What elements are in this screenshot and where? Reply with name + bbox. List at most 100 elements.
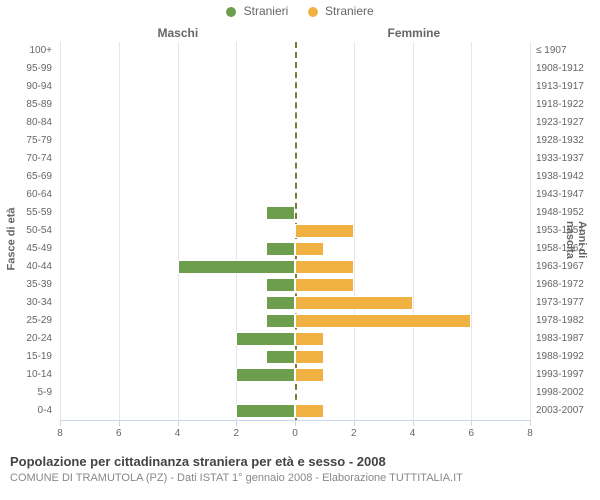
header-female: Femmine: [388, 26, 441, 40]
gridline: [178, 42, 179, 420]
x-tick-label: 4: [175, 428, 181, 439]
birth-year-label: 2003-2007: [536, 406, 584, 416]
age-group-label: 10-14: [0, 370, 52, 380]
chart-title: Popolazione per cittadinanza straniera p…: [10, 454, 386, 469]
birth-year-label: 1918-1922: [536, 100, 584, 110]
header-male: Maschi: [158, 26, 199, 40]
legend-label-male: Stranieri: [244, 4, 289, 18]
birth-year-label: 1973-1977: [536, 298, 584, 308]
age-group-label: 60-64: [0, 190, 52, 200]
bar-female: [295, 350, 324, 364]
x-tick: [236, 420, 237, 426]
age-group-label: 15-19: [0, 352, 52, 362]
x-tick: [413, 420, 414, 426]
birth-year-label: 1963-1967: [536, 262, 584, 272]
birth-year-label: 1953-1957: [536, 226, 584, 236]
x-tick: [354, 420, 355, 426]
age-group-label: 30-34: [0, 298, 52, 308]
bar-female: [295, 332, 324, 346]
birth-year-label: 1928-1932: [536, 136, 584, 146]
birth-year-label: 1988-1992: [536, 352, 584, 362]
gridline: [236, 42, 237, 420]
birth-year-label: ≤ 1907: [536, 46, 567, 56]
age-group-label: 90-94: [0, 82, 52, 92]
x-tick-label: 2: [233, 428, 239, 439]
age-group-label: 70-74: [0, 154, 52, 164]
legend: Stranieri Straniere: [0, 4, 600, 18]
age-group-label: 95-99: [0, 64, 52, 74]
birth-year-label: 1998-2002: [536, 388, 584, 398]
x-tick: [471, 420, 472, 426]
bar-female: [295, 242, 324, 256]
birth-year-label: 1948-1952: [536, 208, 584, 218]
age-group-label: 65-69: [0, 172, 52, 182]
birth-year-label: 1923-1927: [536, 118, 584, 128]
bar-female: [295, 314, 471, 328]
x-tick-label: 6: [116, 428, 122, 439]
bar-female: [295, 296, 413, 310]
bar-male: [266, 242, 295, 256]
legend-item-male: Stranieri: [226, 4, 288, 18]
age-group-label: 55-59: [0, 208, 52, 218]
gridline: [119, 42, 120, 420]
bar-female: [295, 368, 324, 382]
x-tick: [530, 420, 531, 426]
bar-male: [266, 206, 295, 220]
age-group-label: 45-49: [0, 244, 52, 254]
x-tick-label: 2: [351, 428, 357, 439]
age-group-label: 20-24: [0, 334, 52, 344]
bar-male: [266, 350, 295, 364]
gridline: [471, 42, 472, 420]
age-group-label: 5-9: [0, 388, 52, 398]
birth-year-label: 1983-1987: [536, 334, 584, 344]
birth-year-label: 1933-1937: [536, 154, 584, 164]
plot-area: 8 6 4 2 0 2 4 6 8: [60, 42, 530, 440]
chart-container: Stranieri Straniere Maschi Femmine Fasce…: [0, 0, 600, 500]
bar-female: [295, 404, 324, 418]
x-tick: [60, 420, 61, 426]
x-tick-label: 4: [410, 428, 416, 439]
age-group-label: 75-79: [0, 136, 52, 146]
age-group-label: 25-29: [0, 316, 52, 326]
age-group-label: 0-4: [0, 406, 52, 416]
bar-male: [236, 368, 295, 382]
age-group-label: 50-54: [0, 226, 52, 236]
legend-item-female: Straniere: [308, 4, 374, 18]
x-tick: [119, 420, 120, 426]
birth-year-label: 1978-1982: [536, 316, 584, 326]
bar-male: [236, 404, 295, 418]
chart-subtitle: COMUNE DI TRAMUTOLA (PZ) - Dati ISTAT 1°…: [10, 472, 463, 484]
age-group-label: 85-89: [0, 100, 52, 110]
birth-year-label: 1908-1912: [536, 64, 584, 74]
birth-year-label: 1993-1997: [536, 370, 584, 380]
x-tick-label: 6: [468, 428, 474, 439]
age-group-label: 35-39: [0, 280, 52, 290]
x-tick: [178, 420, 179, 426]
x-tick-label: 8: [527, 428, 533, 439]
birth-year-label: 1968-1972: [536, 280, 584, 290]
gridline: [530, 42, 531, 420]
gridline: [354, 42, 355, 420]
legend-dot-male: [226, 7, 236, 17]
age-group-label: 40-44: [0, 262, 52, 272]
bar-male: [236, 332, 295, 346]
gridline: [413, 42, 414, 420]
birth-year-label: 1938-1942: [536, 172, 584, 182]
birth-year-label: 1913-1917: [536, 82, 584, 92]
bar-male: [266, 278, 295, 292]
bar-female: [295, 278, 354, 292]
bar-female: [295, 260, 354, 274]
x-tick-label: 8: [57, 428, 63, 439]
legend-dot-female: [308, 7, 318, 17]
gridline: [60, 42, 61, 420]
bar-female: [295, 224, 354, 238]
birth-year-label: 1943-1947: [536, 190, 584, 200]
x-tick-label: 0: [292, 428, 298, 439]
age-group-label: 100+: [0, 46, 52, 56]
age-group-label: 80-84: [0, 118, 52, 128]
bar-male: [266, 314, 295, 328]
bar-male: [266, 296, 295, 310]
x-tick: [295, 420, 296, 426]
legend-label-female: Straniere: [325, 4, 374, 18]
bar-male: [178, 260, 296, 274]
